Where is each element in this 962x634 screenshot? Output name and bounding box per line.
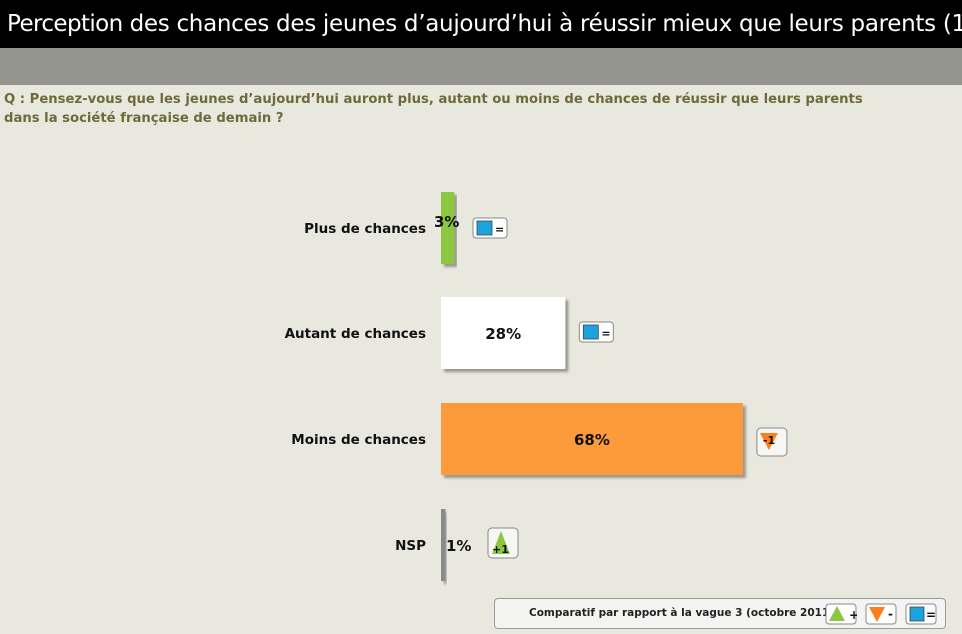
category-label: NSP [395,538,426,554]
category-label: Autant de chances [285,326,426,342]
change-up-icon: +1 [487,527,519,559]
data-label: 28% [485,325,521,343]
bar [441,403,743,475]
category-label: Plus de chances [304,221,426,237]
down-triangle-icon: - [865,603,897,625]
bar-chart: Plus de chances 3% = Autant de chances 28% = M… [285,192,788,581]
legend: Comparatif par rapport à la vague 3 (oct… [494,598,946,629]
legend-text: Comparatif par rapport à la vague 3 (oct… [529,607,835,619]
page-title: Perception des chances des jeunes d’aujo… [0,0,962,48]
svg-text:-: - [888,607,893,621]
page-title-strong: Perception [7,11,123,37]
change-equal-icon: = [578,321,614,343]
change-equal-icon: = [472,217,508,239]
data-label: 68% [574,431,610,449]
bar [441,297,566,369]
svg-text:+1: +1 [492,543,509,556]
bar [441,192,455,264]
question-line-2: dans la société française de demain ? [4,111,284,126]
up-triangle-icon: + [825,603,857,625]
category-label: Moins de chances [291,432,426,448]
bar [441,509,446,581]
change-down-icon: -1 [756,427,788,457]
svg-text:=: = [926,608,936,622]
data-label: 3% [434,213,459,231]
svg-text:+: + [849,608,857,622]
question-text: Q : Pensez-vous que les jeunes d’aujourd… [4,90,904,128]
data-label: 1% [446,537,471,555]
equal-square-icon: = [905,603,937,625]
svg-text:=: = [495,223,504,236]
page-title-rest: des chances des jeunes d’aujourd’hui à r… [122,11,962,37]
question-line-1: Q : Pensez-vous que les jeunes d’aujourd… [4,92,863,107]
header-band [0,48,962,85]
svg-text:-1: -1 [763,434,775,447]
svg-text:=: = [601,327,610,340]
